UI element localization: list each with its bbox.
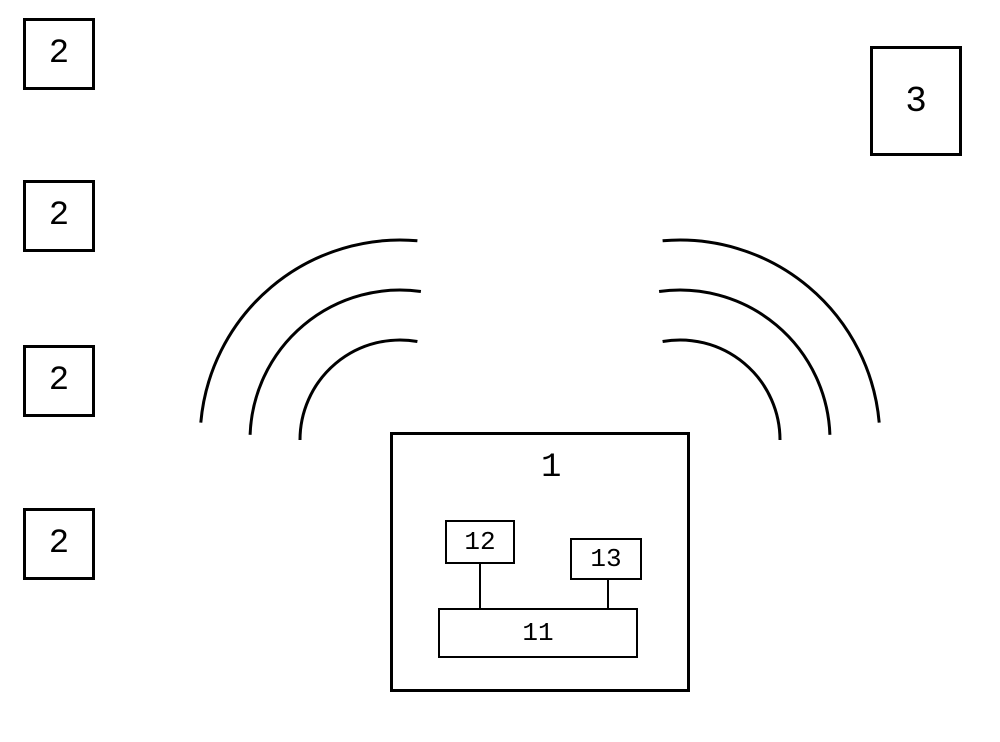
node-1-label: 1 (541, 449, 561, 487)
node-12: 12 (445, 520, 515, 564)
node-11: 11 (438, 608, 638, 658)
diagram-canvas: 2 2 2 2 3 1 12 13 11 (0, 0, 1000, 742)
connector-12-11 (479, 564, 481, 608)
wave-arc (663, 340, 780, 440)
wave-arc (300, 340, 417, 440)
node-13-label: 13 (590, 544, 621, 574)
node-11-label: 11 (522, 618, 553, 648)
node-12-label: 12 (464, 527, 495, 557)
connector-13-11 (607, 580, 609, 608)
node-13: 13 (570, 538, 642, 580)
